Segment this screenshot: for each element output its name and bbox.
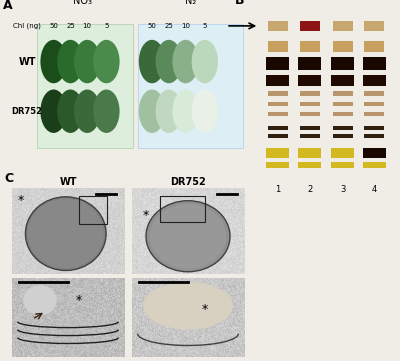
Ellipse shape (57, 90, 84, 133)
Bar (331, 162, 354, 168)
Text: Chl (ng): Chl (ng) (13, 23, 41, 29)
Text: 50: 50 (148, 23, 156, 29)
Bar (268, 135, 288, 138)
Text: A: A (3, 0, 13, 13)
Bar (364, 41, 384, 52)
Ellipse shape (93, 40, 120, 83)
Text: 50: 50 (49, 23, 58, 29)
Text: NO₃⁻: NO₃⁻ (73, 0, 97, 6)
Ellipse shape (93, 90, 120, 133)
Bar (160, 196, 205, 222)
Bar (333, 135, 353, 138)
Ellipse shape (139, 90, 165, 133)
Text: 2: 2 (307, 186, 312, 194)
Bar (333, 21, 353, 31)
Text: 25: 25 (66, 23, 75, 29)
Text: 1: 1 (275, 186, 280, 194)
Bar (364, 112, 384, 116)
Bar (298, 57, 321, 70)
Text: 25: 25 (164, 23, 173, 29)
Bar (300, 112, 320, 116)
Text: 4: 4 (372, 186, 377, 194)
Ellipse shape (172, 90, 199, 133)
Ellipse shape (74, 90, 100, 133)
Bar (364, 91, 384, 96)
Bar (331, 57, 354, 70)
Text: 5: 5 (104, 23, 108, 29)
Ellipse shape (40, 40, 67, 83)
Text: *: * (202, 303, 208, 316)
Ellipse shape (156, 90, 182, 133)
Bar (363, 148, 386, 158)
Bar (268, 102, 288, 106)
Bar (298, 148, 321, 158)
Ellipse shape (146, 201, 230, 272)
Ellipse shape (74, 40, 100, 83)
FancyBboxPatch shape (37, 24, 133, 148)
Text: *: * (18, 194, 24, 207)
Ellipse shape (40, 90, 67, 133)
Text: C: C (4, 172, 13, 185)
Bar (333, 102, 353, 106)
Bar (300, 21, 320, 31)
Text: *: * (142, 209, 148, 222)
Bar (300, 102, 320, 106)
Ellipse shape (192, 90, 218, 133)
Text: B: B (235, 0, 244, 6)
Bar (268, 91, 288, 96)
Bar (333, 112, 353, 116)
Bar (300, 41, 320, 52)
Text: 10: 10 (83, 23, 92, 29)
Ellipse shape (150, 204, 226, 269)
Bar (364, 135, 384, 138)
FancyBboxPatch shape (138, 24, 243, 148)
Ellipse shape (23, 285, 57, 315)
Bar (333, 126, 353, 130)
Bar (333, 41, 353, 52)
Text: 10: 10 (181, 23, 190, 29)
Bar (266, 75, 290, 86)
Ellipse shape (143, 282, 233, 330)
Ellipse shape (139, 40, 165, 83)
Ellipse shape (192, 40, 218, 83)
Text: *: * (76, 294, 82, 307)
Bar (79, 196, 107, 224)
Bar (331, 75, 354, 86)
Bar (363, 57, 386, 70)
Text: DR752: DR752 (170, 177, 206, 187)
Bar (364, 102, 384, 106)
Bar (266, 162, 290, 168)
Ellipse shape (172, 40, 199, 83)
Text: WT: WT (18, 57, 36, 66)
Bar (363, 162, 386, 168)
Bar (268, 41, 288, 52)
Bar (268, 21, 288, 31)
Ellipse shape (28, 199, 104, 268)
Bar (268, 126, 288, 130)
Bar (300, 126, 320, 130)
Text: 5: 5 (203, 23, 207, 29)
Text: WT: WT (59, 177, 77, 187)
Bar (333, 91, 353, 96)
Bar (298, 162, 321, 168)
Text: N₂: N₂ (185, 0, 196, 6)
Bar (363, 75, 386, 86)
Ellipse shape (57, 40, 84, 83)
Bar (298, 75, 321, 86)
Bar (331, 148, 354, 158)
Bar (300, 91, 320, 96)
Bar (266, 57, 290, 70)
Bar (266, 148, 290, 158)
Ellipse shape (156, 40, 182, 83)
Bar (364, 21, 384, 31)
Ellipse shape (26, 197, 106, 270)
Text: 3: 3 (340, 186, 346, 194)
Bar (268, 112, 288, 116)
Bar (300, 135, 320, 138)
Bar (364, 126, 384, 130)
Text: DR752: DR752 (12, 107, 43, 116)
